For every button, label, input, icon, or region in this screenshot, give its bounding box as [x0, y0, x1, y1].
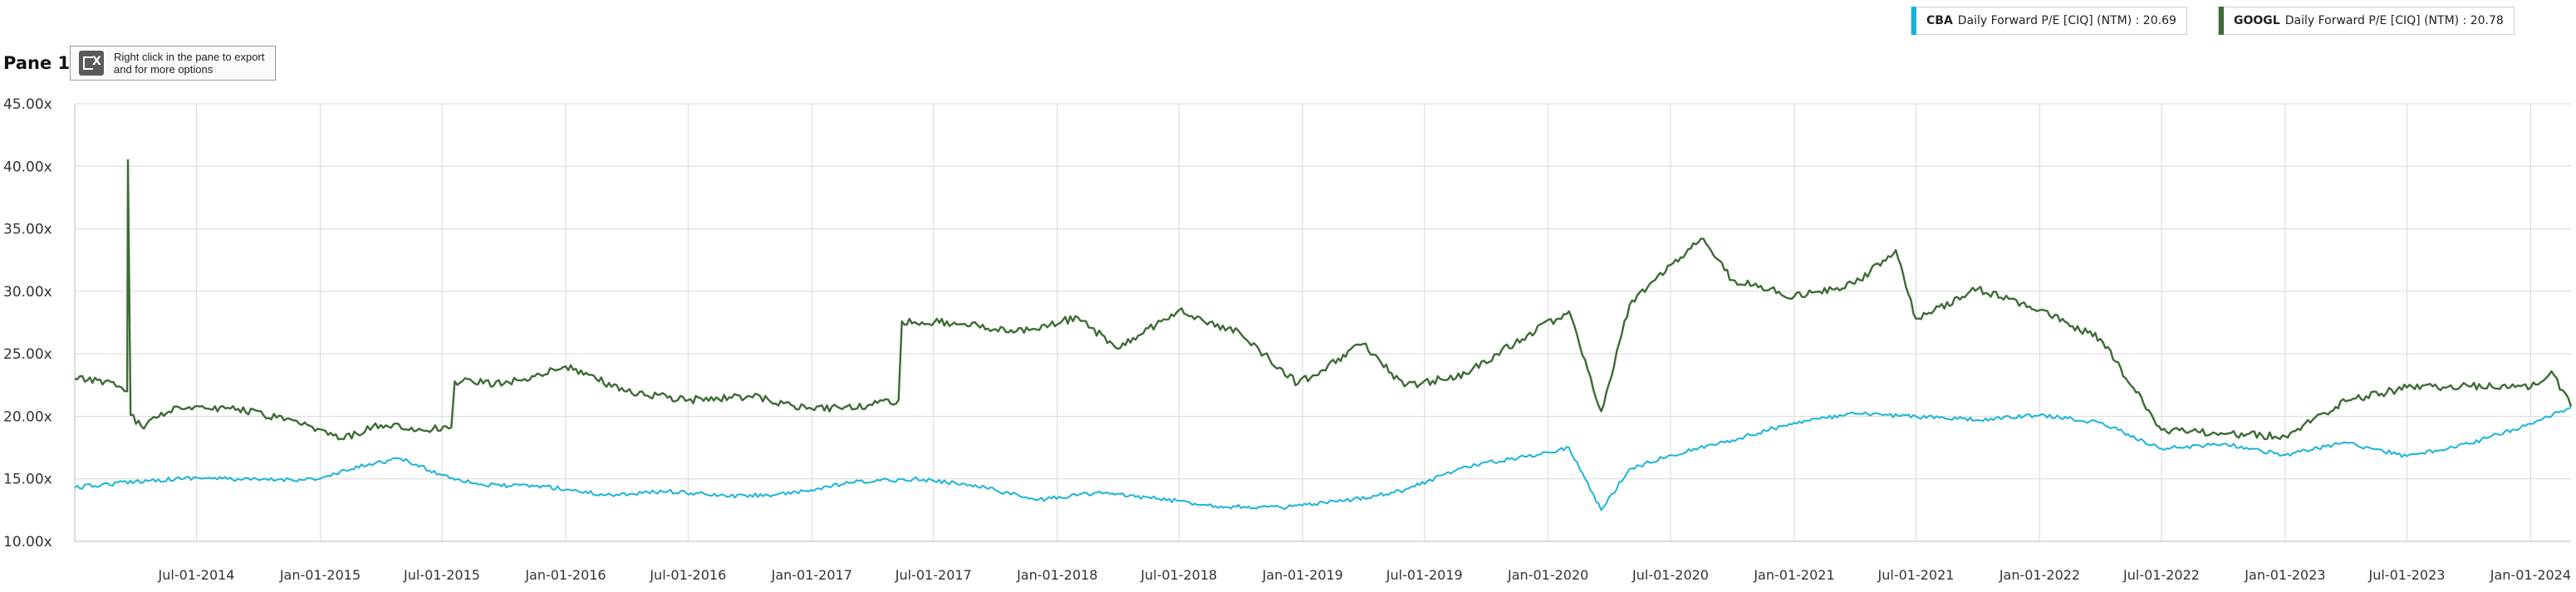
- export-hint-box[interactable]: Right click in the pane to export and fo…: [70, 46, 276, 81]
- series-line-cba[interactable]: [74, 407, 2572, 511]
- y-tick-label: 35.00x: [3, 222, 52, 238]
- y-tick-label: 20.00x: [3, 409, 52, 425]
- legend-ticker-cba: CBA: [1926, 14, 1953, 27]
- x-tick-label: Jan-01-2024: [2490, 567, 2571, 583]
- legend-entry-cba[interactable]: CBA Daily Forward P/E [CIQ] (NTM) : 20.6…: [1911, 7, 2187, 35]
- x-tick-label: Jul-01-2022: [2122, 567, 2200, 583]
- x-tick-label: Jul-01-2018: [1140, 567, 1217, 583]
- y-tick-label: 30.00x: [3, 284, 52, 301]
- excel-export-icon[interactable]: [79, 51, 104, 76]
- export-hint-text: Right click in the pane to export and fo…: [114, 51, 265, 76]
- x-tick-label: Jan-01-2019: [1262, 567, 1343, 583]
- x-tick-label: Jan-01-2017: [771, 567, 852, 583]
- series-line-googl[interactable]: [74, 159, 2573, 441]
- x-tick-label: Jan-01-2018: [1016, 567, 1097, 583]
- x-tick-label: Jul-01-2017: [895, 567, 972, 583]
- y-tick-label: 45.00x: [3, 96, 52, 113]
- x-tick-label: Jul-01-2021: [1877, 567, 1955, 583]
- legend-entry-googl[interactable]: GOOGL Daily Forward P/E [CIQ] (NTM) : 20…: [2218, 7, 2515, 35]
- y-tick-label: 10.00x: [3, 534, 52, 550]
- legend-label-cba: Daily Forward P/E [CIQ] (NTM) : 20.69: [1957, 14, 2176, 27]
- legend-ticker-googl: GOOGL: [2234, 14, 2280, 27]
- x-tick-label: Jan-01-2016: [524, 567, 606, 583]
- x-tick-label: Jan-01-2021: [1753, 567, 1834, 583]
- legend-swatch-cba: [1911, 7, 1916, 35]
- x-tick-label: Jan-01-2023: [2244, 567, 2325, 583]
- x-tick-label: Jul-01-2016: [649, 567, 726, 583]
- x-tick-label: Jul-01-2015: [403, 567, 480, 583]
- x-tick-label: Jul-01-2019: [1386, 567, 1463, 583]
- x-tick-label: Jan-01-2022: [1999, 567, 2080, 583]
- pane-title: Pane 1: [3, 53, 71, 73]
- x-tick-label: Jul-01-2014: [158, 567, 235, 583]
- y-tick-label: 15.00x: [3, 472, 52, 488]
- y-tick-label: 40.00x: [3, 159, 52, 175]
- legend-swatch-googl: [2219, 7, 2224, 35]
- legend-label-googl: Daily Forward P/E [CIQ] (NTM) : 20.78: [2284, 14, 2504, 27]
- x-tick-label: Jan-01-2020: [1507, 567, 1588, 583]
- x-tick-label: Jan-01-2015: [279, 567, 361, 583]
- y-tick-label: 25.00x: [3, 346, 52, 363]
- x-tick-label: Jul-01-2020: [1631, 567, 1709, 583]
- x-tick-label: Jul-01-2023: [2368, 567, 2446, 583]
